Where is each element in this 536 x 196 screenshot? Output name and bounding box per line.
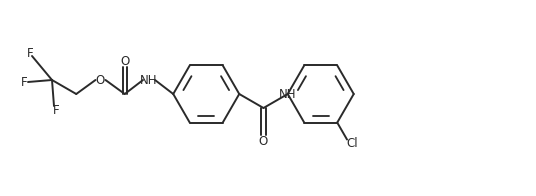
Text: Cl: Cl — [346, 137, 358, 150]
Text: F: F — [21, 75, 27, 89]
Text: O: O — [259, 135, 268, 148]
Text: F: F — [53, 103, 59, 116]
Text: O: O — [120, 55, 129, 68]
Text: NH: NH — [279, 87, 296, 101]
Text: NH: NH — [140, 74, 158, 86]
Text: O: O — [96, 74, 105, 86]
Text: F: F — [27, 46, 33, 60]
